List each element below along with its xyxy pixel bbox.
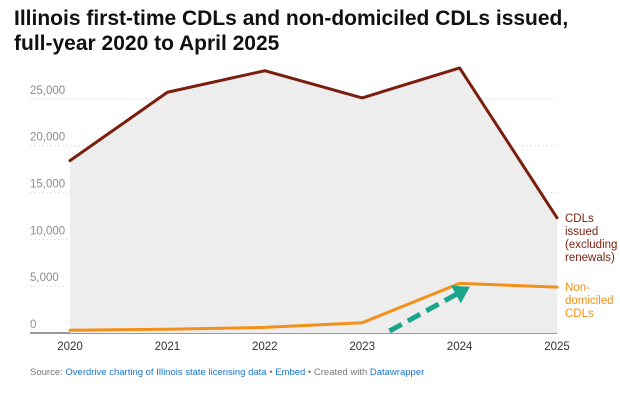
datawrapper-link[interactable]: Datawrapper bbox=[369, 367, 425, 378]
series-label-line: Non- bbox=[565, 282, 590, 294]
area-fill bbox=[70, 67, 557, 333]
x-tick-label: 2025 bbox=[544, 341, 570, 353]
series-labels: CDLs issued (excluding renewals)Non-domicil… bbox=[565, 213, 617, 320]
trend-arrow bbox=[388, 285, 470, 334]
y-tick-label: 5,000 bbox=[30, 272, 59, 284]
x-axis-tick-labels: 2020 2021 2022 2023 2024 2025 bbox=[57, 341, 570, 353]
embed-link[interactable]: Embed bbox=[275, 367, 306, 378]
y-tick-label: 0 bbox=[30, 319, 36, 331]
y-tick-label: 15,000 bbox=[30, 179, 65, 191]
y-axis-tick-labels: 0 5,000 10,000 15,000 20,000 25,000 bbox=[30, 85, 65, 331]
x-tick-label: 2021 bbox=[155, 341, 181, 353]
cdls-issued-line bbox=[68, 66, 559, 220]
x-tick-label: 2020 bbox=[57, 341, 83, 353]
x-tick-label: 2023 bbox=[349, 341, 375, 353]
series-lines bbox=[68, 66, 559, 332]
series-label-line: renewals) bbox=[565, 252, 615, 264]
non-domiciled-series-label: Non-domiciled CDLs bbox=[565, 282, 614, 320]
cdls-issued-series-label: CDLs issued (excluding renewals) bbox=[565, 213, 617, 264]
trend-arrow-annotation bbox=[388, 285, 470, 334]
y-tick-label: 25,000 bbox=[30, 85, 65, 97]
chart-title: Illinois first-time CDLs and non-domicil… bbox=[14, 7, 569, 55]
area-under-cdls-issued bbox=[70, 67, 557, 333]
series-label-line: CDLs bbox=[565, 213, 594, 225]
y-tick-label: 20,000 bbox=[30, 132, 65, 144]
x-tick-label: 2024 bbox=[447, 341, 473, 353]
series-label-line: issued bbox=[565, 226, 598, 238]
source-separator: • bbox=[266, 367, 276, 378]
source-prefix: Source: bbox=[30, 367, 66, 378]
y-tick-label: 10,000 bbox=[30, 225, 65, 237]
created-with-text: • Created with bbox=[305, 367, 370, 378]
x-tick-label: 2022 bbox=[252, 341, 278, 353]
source-link[interactable]: Overdrive charting of Illinois state lic… bbox=[65, 367, 267, 378]
series-label-line: CDLs bbox=[565, 308, 594, 320]
series-label-line: domiciled bbox=[565, 295, 614, 307]
series-label-line: (excluding bbox=[565, 239, 617, 251]
non-domiciled-line bbox=[68, 281, 559, 332]
source-line: Source: Overdrive charting of Illinois s… bbox=[30, 367, 424, 378]
